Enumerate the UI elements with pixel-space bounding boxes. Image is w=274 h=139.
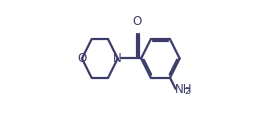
Text: N: N bbox=[113, 52, 122, 65]
Text: O: O bbox=[132, 15, 142, 28]
Text: O: O bbox=[77, 52, 87, 65]
Text: 2: 2 bbox=[184, 87, 190, 96]
Text: NH: NH bbox=[175, 83, 192, 96]
